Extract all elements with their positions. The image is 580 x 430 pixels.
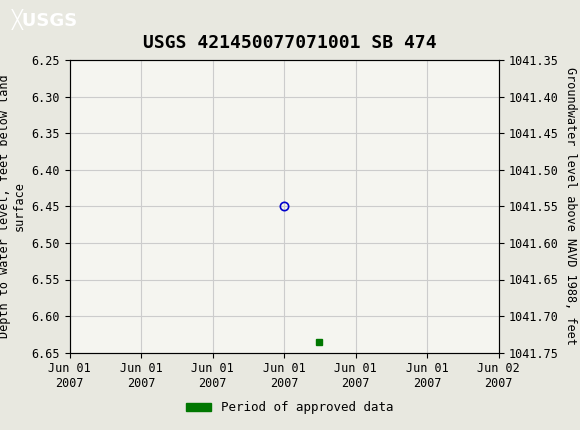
Text: ╳USGS: ╳USGS: [12, 9, 78, 30]
Legend: Period of approved data: Period of approved data: [181, 396, 399, 419]
Y-axis label: Depth to water level, feet below land
surface: Depth to water level, feet below land su…: [0, 74, 26, 338]
Text: USGS 421450077071001 SB 474: USGS 421450077071001 SB 474: [143, 34, 437, 52]
Y-axis label: Groundwater level above NAVD 1988, feet: Groundwater level above NAVD 1988, feet: [564, 68, 577, 345]
